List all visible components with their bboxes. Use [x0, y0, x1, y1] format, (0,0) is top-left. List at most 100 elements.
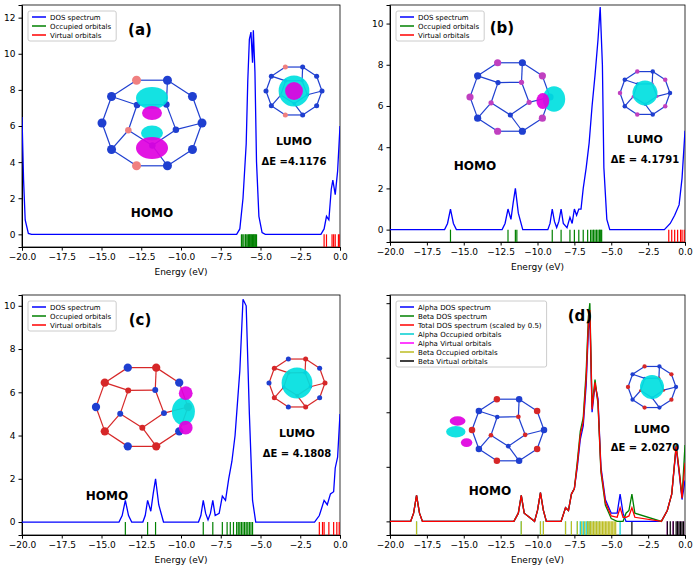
x-tick-label: −7.5 — [564, 540, 586, 550]
y-tick-mark — [19, 90, 23, 91]
y-tick-mark — [19, 198, 23, 199]
x-tick-label: −7.5 — [210, 252, 232, 262]
gap-label: ΔE = 4.1791 — [611, 154, 680, 165]
x-tick: −20.0 — [377, 242, 405, 257]
x-tick: 0.0 — [678, 242, 693, 257]
x-tick-mark — [221, 535, 222, 539]
bond — [166, 105, 175, 130]
x-tick-mark — [538, 535, 539, 539]
orbital-stick — [594, 230, 595, 242]
atom — [508, 112, 513, 117]
orbital-stick — [326, 234, 327, 247]
legend: DOS spectrumOccupied orbitalsVirtual orb… — [28, 11, 116, 41]
x-tick-label: −10.0 — [168, 252, 196, 262]
orbital-sketch — [446, 396, 547, 464]
y-tick-mark — [19, 54, 23, 55]
lumo-label: LUMO — [627, 133, 663, 146]
dos-line — [390, 7, 685, 230]
atom — [266, 380, 271, 385]
bond — [142, 413, 164, 428]
y-tick-label: 0 — [10, 230, 16, 240]
x-tick-label: −10.0 — [524, 247, 552, 257]
legend-label: DOS spectrum — [50, 14, 101, 22]
atom — [198, 119, 207, 128]
orbital-stick — [590, 521, 591, 535]
panel: −20.0−17.5−15.0−12.5−10.0−7.5−5.0−2.50.0… — [377, 295, 693, 565]
x-tick-label: 0.0 — [678, 540, 693, 550]
orbital-stick — [247, 522, 248, 535]
y-tick: 2 — [378, 184, 390, 194]
plot-area — [22, 30, 340, 247]
orbital-stick — [241, 234, 242, 247]
y-tick-label: 2 — [10, 194, 16, 204]
x-tick-label: −2.5 — [290, 252, 312, 262]
x-tick-mark — [340, 247, 341, 251]
x-tick-label: −12.5 — [128, 252, 156, 262]
x-tick: 0.0 — [333, 535, 348, 550]
atom — [152, 363, 160, 371]
orbital-lobe — [633, 81, 658, 106]
legend-swatch — [32, 34, 46, 36]
orbital-sketch — [626, 364, 678, 409]
x-tick-mark — [501, 242, 502, 246]
atom — [314, 103, 319, 108]
orbital-sketch — [92, 363, 195, 450]
bond — [120, 390, 128, 413]
dos-line — [22, 299, 340, 522]
bond — [128, 389, 155, 391]
atom — [519, 128, 526, 135]
legend-label: DOS spectrum — [50, 304, 101, 312]
orbital-stick — [571, 521, 572, 535]
orbital-stick — [680, 230, 681, 242]
atom — [476, 408, 482, 414]
bond — [522, 82, 530, 102]
orbital-stick — [577, 521, 578, 535]
orbital-stick — [521, 521, 522, 535]
x-tick: −5.0 — [601, 242, 623, 257]
atom — [107, 92, 116, 101]
x-tick: −5.0 — [601, 535, 623, 550]
x-tick-label: 0.0 — [678, 247, 693, 257]
atom — [124, 442, 132, 450]
legend-swatch — [32, 315, 46, 317]
x-tick-label: 0.0 — [333, 252, 348, 262]
orbital-stick — [241, 522, 242, 535]
x-axis-title: Energy (eV) — [511, 555, 564, 565]
orbital-stick — [324, 234, 325, 247]
y-tick-mark — [387, 467, 391, 468]
x-tick-label: −17.5 — [414, 247, 442, 257]
x-tick-label: −20.0 — [9, 252, 37, 262]
y-tick — [387, 358, 391, 359]
bond — [137, 80, 168, 81]
orbital-lobe — [136, 87, 168, 109]
plot-frame — [22, 295, 340, 535]
x-tick: 0.0 — [678, 535, 693, 550]
x-tick: −10.0 — [524, 535, 552, 550]
x-tick: −15.0 — [88, 535, 116, 550]
orbital-lobe — [450, 416, 466, 425]
y-tick: 6 — [10, 388, 22, 398]
atom — [317, 395, 322, 400]
dos-line — [22, 30, 340, 234]
orbital-stick — [212, 522, 213, 535]
orbital-stick — [515, 230, 516, 242]
y-tick: 4 — [10, 157, 22, 167]
legend: DOS spectrumOccupied orbitalsVirtual orb… — [28, 301, 116, 331]
orbital-stick — [600, 230, 601, 242]
atom — [303, 357, 308, 362]
orbital-stick — [670, 521, 671, 535]
x-tick-label: −7.5 — [210, 540, 232, 550]
bond — [137, 165, 168, 166]
atom — [107, 145, 116, 154]
atom — [269, 103, 274, 108]
y-tick-mark — [387, 65, 391, 66]
orbital-stick — [574, 230, 575, 242]
legend-label: Total DOS spectrum (scaled by 0.5) — [417, 322, 542, 330]
orbital-stick — [246, 234, 247, 247]
orbital-stick — [324, 522, 325, 535]
orbital-lobe — [282, 368, 313, 399]
x-tick: −20.0 — [9, 247, 37, 262]
x-tick-mark — [261, 535, 262, 539]
legend-swatch — [400, 306, 414, 308]
legend-swatch — [400, 16, 414, 18]
